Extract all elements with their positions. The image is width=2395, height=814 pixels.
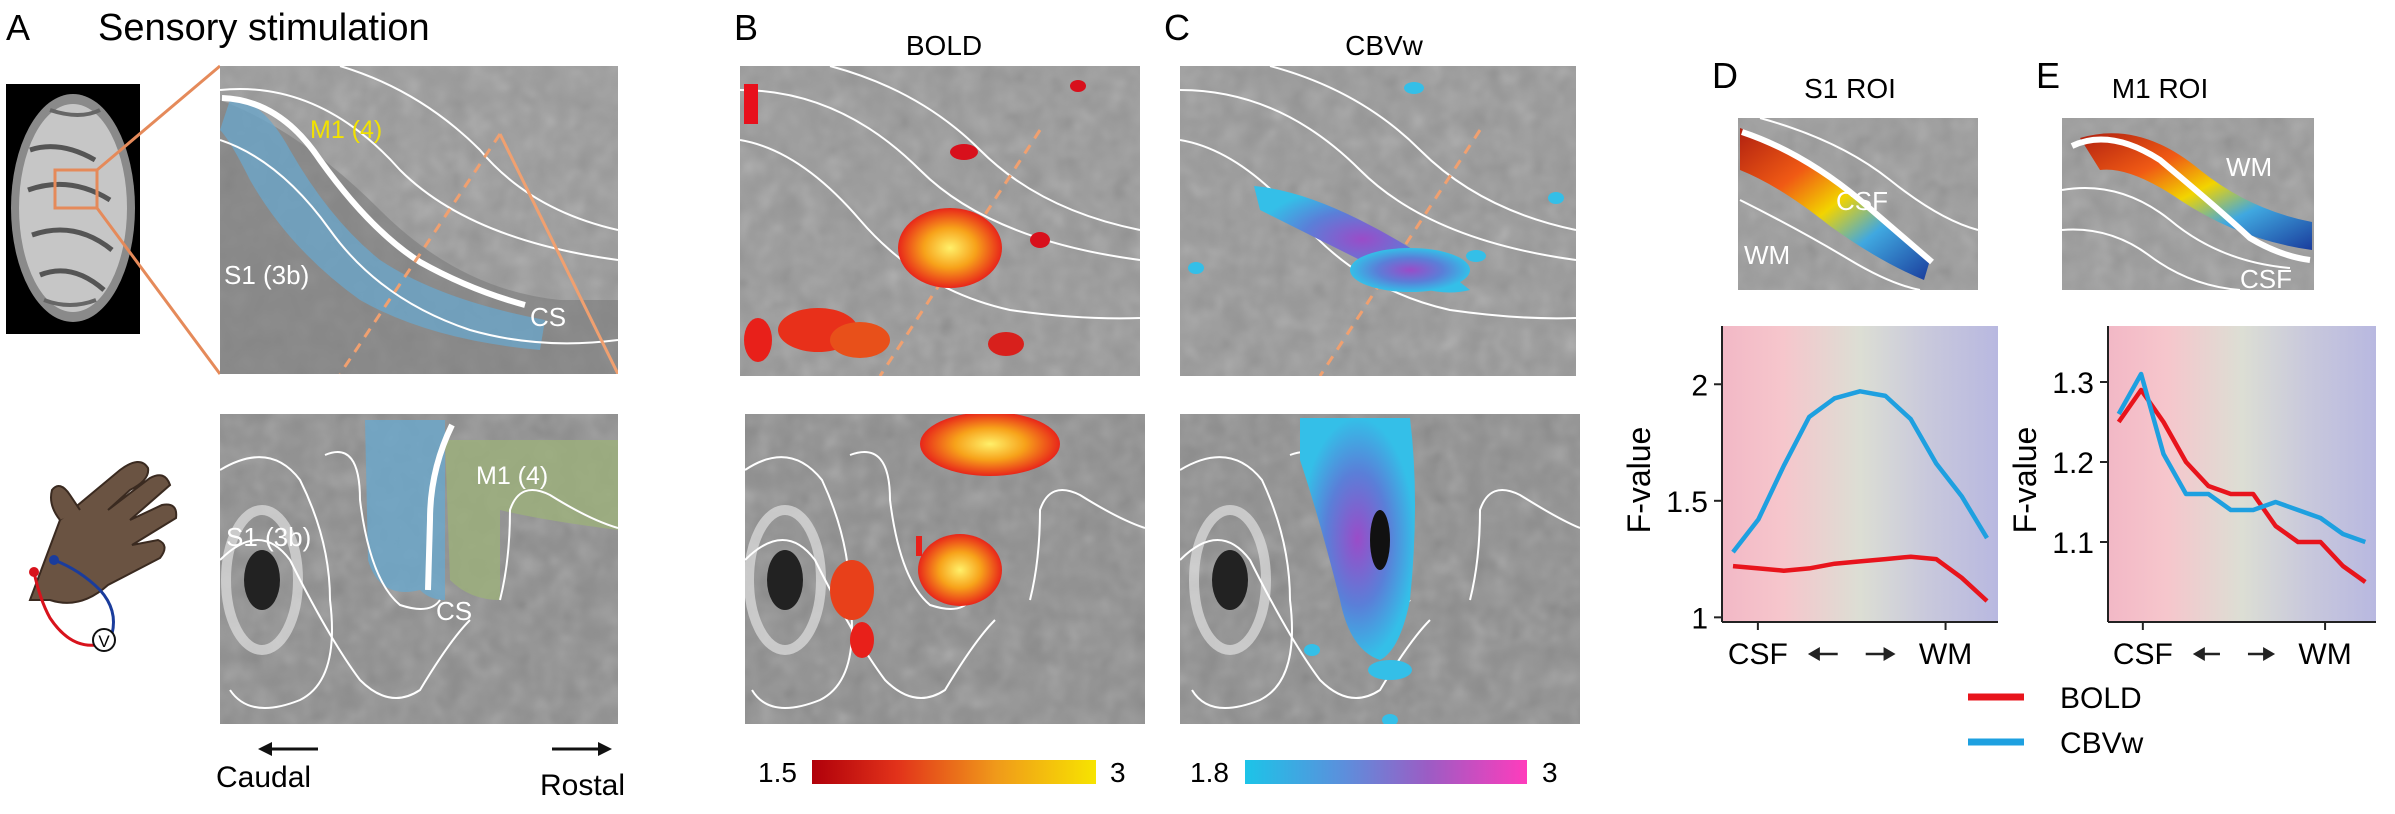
y-tick-label-d-1: 1.5 bbox=[1666, 486, 1708, 519]
caudal-arrow bbox=[258, 742, 318, 756]
panel-c-top-image bbox=[1180, 66, 1576, 376]
panel-d-title: S1 ROI bbox=[1804, 73, 1896, 104]
panel-e-title: M1 ROI bbox=[2112, 73, 2208, 104]
bold-cbar-min: 1.5 bbox=[758, 757, 797, 788]
panel-a-letter: A bbox=[6, 7, 30, 48]
legend: BOLD CBVw bbox=[1968, 682, 2144, 760]
roi-e-wm-label: WM bbox=[2226, 152, 2272, 182]
legend-bold-label: BOLD bbox=[2060, 682, 2142, 715]
panel-e-letter: E bbox=[2036, 55, 2060, 96]
bold-cbar-max: 3 bbox=[1110, 757, 1126, 788]
x-tick-label-e-0: CSF bbox=[2113, 638, 2173, 671]
label-cs-bottom: CS bbox=[436, 596, 472, 626]
rostral-arrow bbox=[552, 742, 612, 756]
roi-d-csf-label: CSF bbox=[1836, 186, 1888, 216]
plot-area-d bbox=[1722, 326, 1998, 622]
x-arrow-right-e bbox=[2248, 647, 2275, 661]
label-m1-bottom: M1 (4) bbox=[476, 462, 548, 490]
x-tick-label-e-1: WM bbox=[2298, 638, 2351, 671]
y-tick-label-d-0: 1 bbox=[1691, 602, 1708, 635]
panel-b-bottom-image bbox=[745, 412, 1145, 724]
label-s1-bottom: S1 (3b) bbox=[226, 522, 311, 552]
label-s1-top: S1 (3b) bbox=[224, 260, 309, 290]
x-tick-label-d-1: WM bbox=[1919, 638, 1972, 671]
panel-c-title: CBVw bbox=[1345, 30, 1424, 61]
plot-area-e bbox=[2108, 326, 2376, 622]
label-rostral: Rostal bbox=[540, 769, 625, 802]
y-tick-label-d-2: 2 bbox=[1691, 369, 1708, 402]
hand-stimulation-icon: V bbox=[29, 462, 176, 651]
y-tick-label-e-1: 1.2 bbox=[2052, 447, 2094, 480]
panel-d-letter: D bbox=[1712, 55, 1738, 96]
panel-c-bottom-image bbox=[1180, 414, 1580, 726]
chart-m1-profile: 1.1 1.2 1.3 CSF WM F-value bbox=[2007, 326, 2376, 671]
panel-b-top-image bbox=[740, 66, 1140, 376]
panel-b: B BOLD bbox=[734, 7, 1145, 788]
cbvw-cbar-max: 3 bbox=[1542, 757, 1558, 788]
label-m1-top: M1 (4) bbox=[310, 116, 382, 144]
panel-a-title: Sensory stimulation bbox=[98, 7, 430, 49]
y-tick-label-e-2: 1.3 bbox=[2052, 367, 2094, 400]
bold-colorbar bbox=[812, 760, 1096, 784]
panel-b-title: BOLD bbox=[906, 30, 982, 61]
panel-a-bottom-image bbox=[220, 414, 618, 724]
panel-d: D S1 ROI CSF WM bbox=[1712, 55, 1978, 290]
cbvw-cbar-min: 1.8 bbox=[1190, 757, 1229, 788]
y-axis-label-d: F-value bbox=[1621, 427, 1657, 534]
voltage-label: V bbox=[98, 632, 110, 651]
label-caudal: Caudal bbox=[216, 761, 311, 794]
panel-e: E M1 ROI WM CSF bbox=[2036, 55, 2314, 294]
x-tick-label-d-0: CSF bbox=[1728, 638, 1788, 671]
x-arrow-left-e bbox=[2193, 647, 2220, 661]
x-arrow-right-d bbox=[1866, 647, 1896, 661]
chart-s1-profile: 1 1.5 2 CSF WM F-value bbox=[1621, 326, 1998, 671]
panel-a: A Sensory stimulation M1 (4) S1 (3 bbox=[6, 7, 625, 802]
legend-cbvw-label: CBVw bbox=[2060, 727, 2144, 760]
roi-e-csf-label: CSF bbox=[2240, 264, 2292, 294]
panel-c-letter: C bbox=[1164, 7, 1190, 48]
y-axis-label-e: F-value bbox=[2007, 427, 2043, 534]
brain-thumbnail bbox=[6, 84, 140, 334]
x-arrow-left-d bbox=[1808, 647, 1838, 661]
panel-b-letter: B bbox=[734, 7, 758, 48]
label-cs-top: CS bbox=[530, 302, 566, 332]
panel-c: C CBVw bbox=[1164, 7, 1580, 788]
roi-d-wm-label: WM bbox=[1744, 240, 1790, 270]
y-tick-label-e-0: 1.1 bbox=[2052, 527, 2094, 560]
cbvw-colorbar bbox=[1245, 760, 1527, 784]
